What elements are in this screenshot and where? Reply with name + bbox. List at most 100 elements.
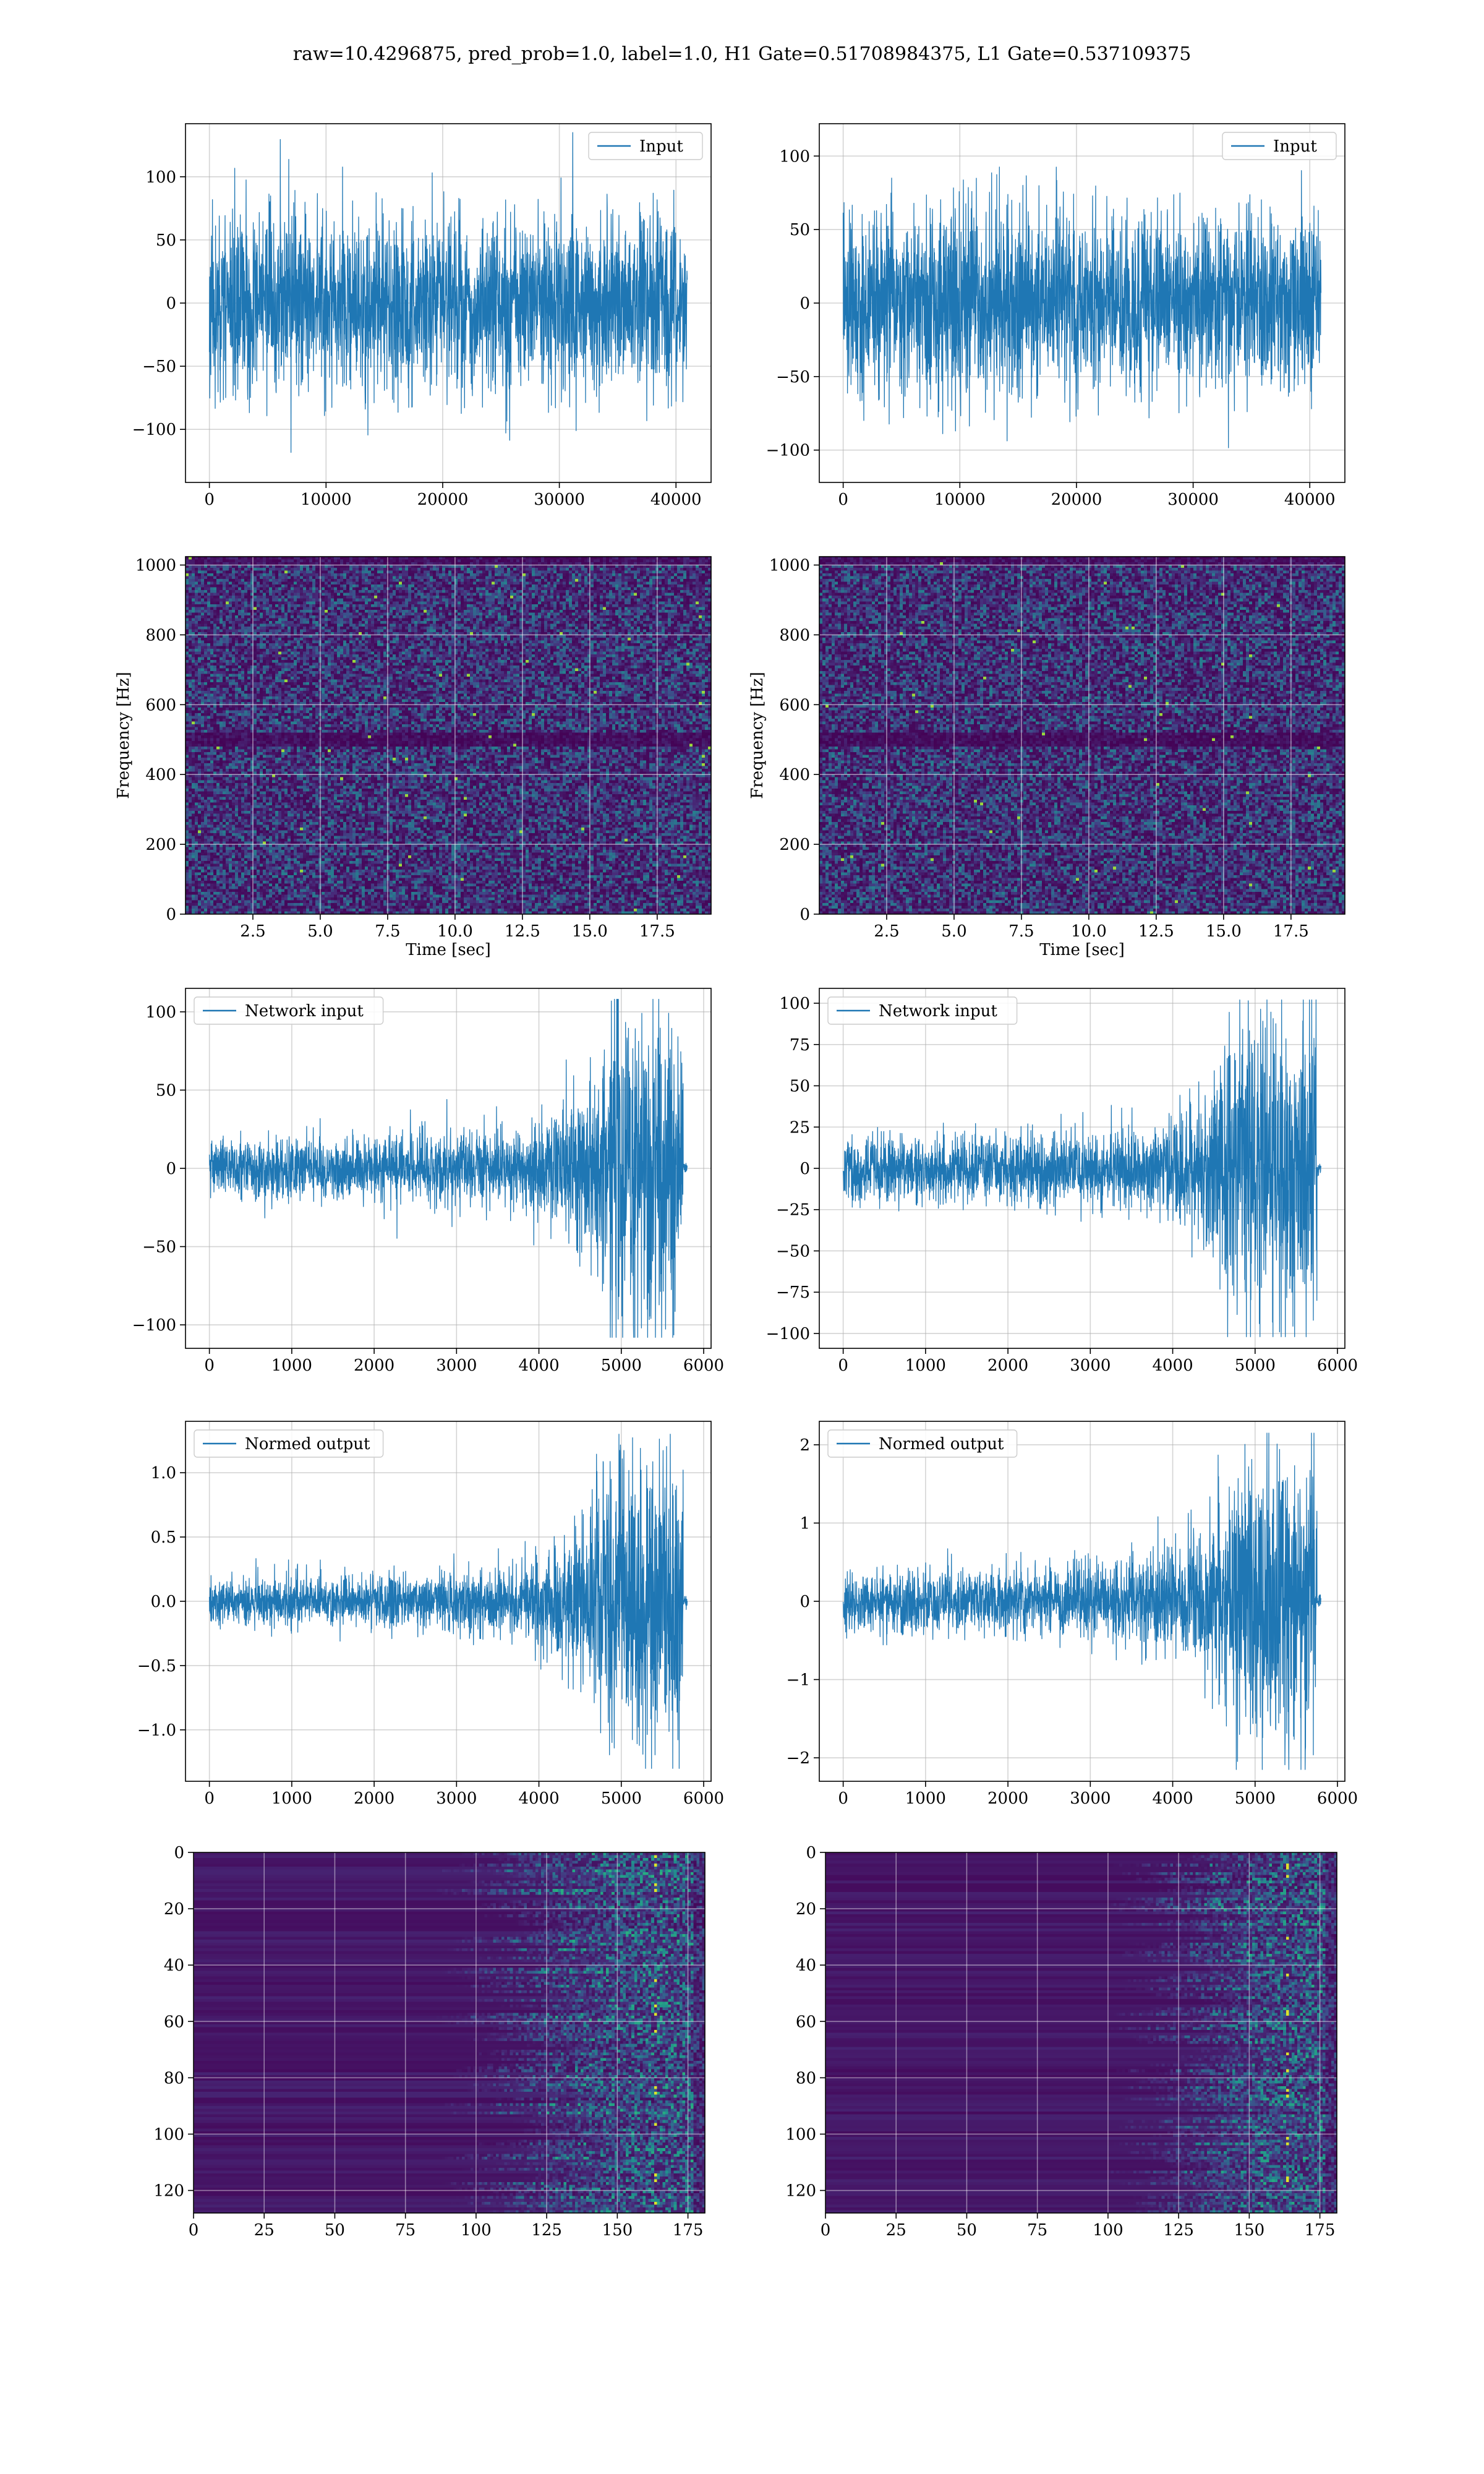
h1-spectrogram-ytick-label: 1000 [135, 557, 176, 575]
l1-spectrogram-xtick-label: 5.0 [941, 922, 966, 941]
h1-normed-output-ytick-label: 0.5 [151, 1528, 176, 1547]
l1-normed-output-xtick-label: 5000 [1235, 1789, 1276, 1808]
l1-spectrogram-axes: 2.5 5.0 7.5 10.0 12.5 15.0 17.5 0 200 400 600 800 10… [748, 556, 1345, 959]
h1-input-ytick-label: −50 [142, 357, 176, 376]
h1-spectrogram-frame [185, 556, 712, 915]
l1-input-series-line [842, 166, 1322, 448]
h1-normed-output-legend-label: Normed output [245, 1435, 370, 1453]
h1-network-input-xtick-label: 5000 [601, 1356, 642, 1375]
h1-spectrogram-ytick-label: 600 [145, 696, 176, 714]
h1-normed-output-xtick-label: 4000 [518, 1789, 559, 1808]
h1-normed-output-frame [185, 1421, 712, 1782]
h1-feature-map-frame [193, 1852, 706, 2214]
l1-input-xtick-label: 30000 [1167, 490, 1219, 509]
l1-network-input-ytick-label: 50 [790, 1077, 810, 1096]
l1-spectrogram-ylabel: Frequency [Hz] [748, 672, 767, 799]
h1-network-input-ytick-label: 0 [166, 1160, 176, 1178]
l1-feature-map-ytick-label: 100 [785, 2125, 816, 2144]
h1-spectrogram-ytick-label: 0 [166, 905, 176, 924]
h1-spectrogram-xtick-label: 17.5 [639, 922, 675, 941]
h1-feature-map-xtick-label: 25 [254, 2221, 275, 2240]
l1-input-legend-label: Input [1273, 137, 1317, 156]
h1-normed-output-xtick-label: 1000 [271, 1789, 312, 1808]
h1-feature-map-xtick-label: 50 [325, 2221, 345, 2240]
h1-network-input-xtick-label: 3000 [436, 1356, 477, 1375]
l1-normed-output-xtick-label: 6000 [1317, 1789, 1358, 1808]
h1-feature-map-xtick-label: 125 [531, 2221, 562, 2240]
h1-normed-output-ytick-label: −1.0 [137, 1721, 176, 1740]
l1-normed-output-ytick-label: 0 [800, 1593, 810, 1611]
h1-spectrogram-xtick-label: 15.0 [572, 922, 608, 941]
l1-feature-map-xtick-label: 75 [1027, 2221, 1047, 2240]
h1-feature-map-ytick-label: 20 [164, 1900, 184, 1919]
h1-input-ytick-label: 0 [166, 294, 176, 313]
l1-spectrogram-xtick-label: 12.5 [1138, 922, 1174, 941]
l1-feature-map-ytick-label: 40 [796, 1956, 816, 1975]
h1-network-input-legend [194, 996, 384, 1025]
l1-input-xtick-label: 20000 [1051, 490, 1102, 509]
l1-normed-output-ytick-label: −1 [787, 1671, 810, 1690]
l1-feature-map-xtick-label: 125 [1163, 2221, 1194, 2240]
l1-spectrogram-xtick-label: 15.0 [1206, 922, 1242, 941]
h1-feature-map-axes: 0 25 50 75 100 125 150 175 0 20 40 60 80 100 120 [153, 1844, 706, 2240]
l1-spectrogram-ytick-label: 400 [779, 766, 810, 784]
h1-input-axes: 0 10000 20000 30000 40000 −100 −50 0 50 100 Input [132, 123, 712, 509]
h1-input-xtick-label: 0 [204, 490, 215, 509]
h1-feature-map-ytick-label: 60 [164, 2013, 184, 2031]
l1-feature-map-xtick-label: 100 [1093, 2221, 1124, 2240]
l1-normed-output-xtick-label: 3000 [1070, 1789, 1111, 1808]
h1-input-legend [588, 132, 703, 160]
l1-network-input-axes: 0 1000 2000 3000 4000 5000 6000 −100 −75 −50 −25 0 2… [766, 988, 1358, 1375]
l1-normed-output-frame [819, 1421, 1345, 1782]
l1-feature-map-xtick-label: 25 [886, 2221, 906, 2240]
l1-network-input-xtick-label: 2000 [987, 1356, 1028, 1375]
h1-spectrogram-ytick-label: 800 [145, 626, 176, 644]
l1-spectrogram-ytick-label: 1000 [769, 557, 810, 575]
l1-input-ytick-label: −50 [776, 368, 810, 387]
h1-feature-map-ytick-label: 120 [153, 2182, 184, 2201]
h1-spectrogram-xtick-label: 2.5 [240, 922, 265, 941]
h1-spectrogram-image [186, 557, 711, 914]
l1-normed-output-xtick-label: 0 [838, 1789, 848, 1808]
h1-feature-map-xtick-label: 100 [461, 2221, 492, 2240]
h1-normed-output-ytick-label: −0.5 [137, 1657, 176, 1676]
l1-feature-map-ytick-label: 20 [796, 1900, 816, 1919]
h1-spectrogram-xtick-label: 12.5 [505, 922, 540, 941]
l1-feature-map-frame [825, 1852, 1337, 2214]
l1-feature-map-ytick-label: 0 [806, 1844, 816, 1862]
l1-feature-map-xtick-label: 0 [821, 2221, 831, 2240]
h1-input-ytick-label: 100 [145, 168, 176, 187]
h1-normed-output-xtick-label: 2000 [354, 1789, 394, 1808]
h1-normed-output-series-line [208, 1434, 688, 1769]
h1-network-input-xtick-label: 0 [204, 1356, 215, 1375]
l1-spectrogram-xlabel: Time [sec] [1039, 941, 1125, 959]
l1-input-axes: 0 10000 20000 30000 40000 −100 −50 0 50 100 Input [766, 123, 1345, 509]
l1-feature-map-axes: 0 25 50 75 100 125 150 175 0 20 40 60 80 100 120 [785, 1844, 1337, 2240]
h1-spectrogram-xtick-label: 7.5 [375, 922, 400, 941]
h1-network-input-ytick-label: −100 [132, 1316, 176, 1335]
l1-normed-output-xtick-label: 1000 [905, 1789, 946, 1808]
h1-spectrogram-ylabel: Frequency [Hz] [114, 672, 133, 799]
h1-input-xtick-label: 30000 [534, 490, 585, 509]
l1-input-ytick-label: −100 [766, 442, 810, 460]
l1-normed-output-xtick-label: 4000 [1152, 1789, 1193, 1808]
l1-network-input-xtick-label: 6000 [1317, 1356, 1358, 1375]
l1-network-input-xtick-label: 5000 [1235, 1356, 1276, 1375]
h1-input-ytick-label: −100 [132, 421, 176, 439]
l1-spectrogram-ytick-label: 800 [779, 626, 810, 644]
h1-spectrogram-xtick-label: 10.0 [437, 922, 473, 941]
h1-spectrogram-xlabel: Time [sec] [406, 941, 491, 959]
h1-feature-map-ytick-label: 40 [164, 1956, 184, 1975]
h1-network-input-xtick-label: 6000 [683, 1356, 724, 1375]
l1-network-input-xtick-label: 1000 [905, 1356, 946, 1375]
l1-spectrogram-frame [819, 556, 1345, 915]
l1-feature-map-ytick-label: 80 [796, 2069, 816, 2087]
l1-network-input-ytick-label: −100 [766, 1325, 810, 1343]
l1-network-input-ytick-label: 100 [779, 995, 810, 1013]
h1-normed-output-xtick-label: 3000 [436, 1789, 477, 1808]
h1-normed-output-ytick-label: 1.0 [151, 1464, 176, 1483]
h1-network-input-ytick-label: 50 [156, 1081, 176, 1100]
l1-network-input-ytick-label: 0 [800, 1160, 810, 1178]
h1-normed-output-xtick-label: 0 [204, 1789, 215, 1808]
